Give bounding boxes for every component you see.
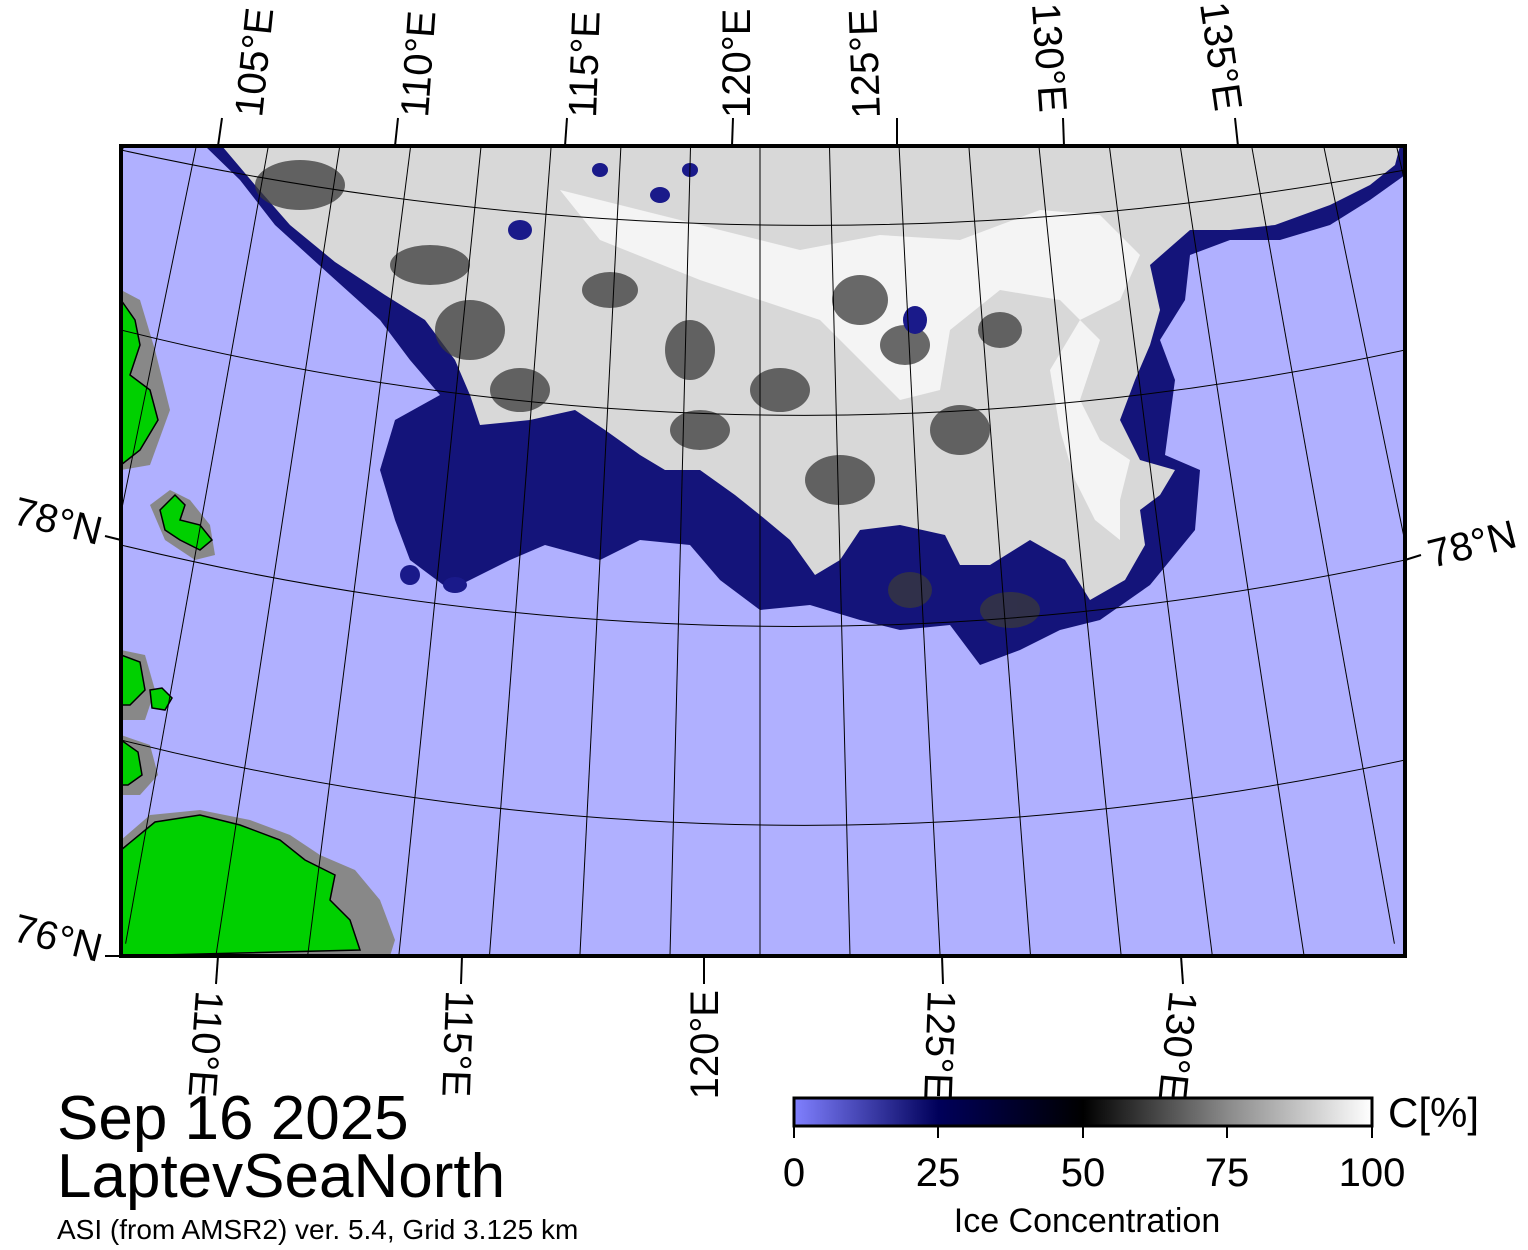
bottom-lon-label-120: 120°E (683, 990, 727, 1099)
meridian-line (828, 146, 851, 956)
colorbar-tick-25: 25 (915, 1151, 961, 1195)
colorbar (792, 1096, 1374, 1128)
meridian-line (0, 35, 7, 862)
top-lon-label-105: 105°E (227, 6, 282, 119)
meridian-line (1179, 146, 1305, 956)
colorbar-tick-75: 75 (1204, 1151, 1250, 1195)
top-lon-label-115: 115°E (561, 10, 609, 118)
meridian-line (1323, 146, 1405, 545)
colorbar-unit: C[%] (1388, 1089, 1480, 1136)
meridian-line (1038, 146, 1122, 956)
right-lat-label-78: 78°N (1424, 512, 1521, 576)
bottom-lon-label-115: 115°E (433, 990, 481, 1098)
map-date: Sep 16 2025 (57, 1084, 409, 1153)
top-lon-label-135: 135°E (1191, 0, 1250, 114)
meridian-line (215, 146, 341, 956)
meridian-line (968, 146, 1032, 956)
top-lon-label-130: 130°E (1023, 2, 1075, 114)
axis-ticks (104, 117, 1422, 985)
meridian-line (398, 146, 482, 956)
colorbar-tick-100: 100 (1338, 1151, 1406, 1195)
graticule-parallels (121, 149, 1405, 826)
top-lon-label-125: 125°E (841, 8, 889, 119)
ice-dark-patches (255, 160, 1040, 628)
bottom-lon-label-130: 130°E (1150, 989, 1205, 1102)
region-name: LaptevSeaNorth (57, 1142, 506, 1211)
ice-core-bright (560, 190, 1140, 540)
meridian-line (0, 53, 74, 886)
meridian-line (125, 146, 269, 944)
land (121, 290, 395, 956)
colorbar-ticks (793, 1126, 1373, 1138)
top-lon-label-120: 120°E (715, 9, 759, 118)
ice-openings (400, 163, 927, 593)
colorbar-tick-0: 0 (782, 1151, 806, 1195)
left-lat-label-76: 76°N (9, 906, 106, 970)
meridian-line (1446, 53, 1528, 886)
colorbar-title: Ice Concentration (953, 1202, 1221, 1240)
graticule-meridians (0, 35, 1528, 956)
meridian-line (307, 146, 412, 956)
meridian-line (1513, 35, 1528, 862)
meridian-line (1251, 146, 1395, 944)
map-frame (119, 144, 1407, 958)
meridian-line (1108, 146, 1213, 956)
colorbar-tick-50: 50 (1060, 1151, 1106, 1195)
meridian-line (579, 146, 622, 956)
left-lat-label-78: 78°N (9, 489, 106, 553)
bottom-lon-label-125: 125°E (915, 990, 963, 1101)
top-lon-label-110: 110°E (393, 9, 444, 118)
meridian-line (488, 146, 552, 956)
data-source: ASI (from AMSR2) ver. 5.4, Grid 3.125 km (57, 1214, 579, 1245)
bottom-lon-label-110: 110°E (180, 989, 231, 1098)
meridian-line (898, 146, 941, 956)
meridian-line (669, 146, 692, 956)
